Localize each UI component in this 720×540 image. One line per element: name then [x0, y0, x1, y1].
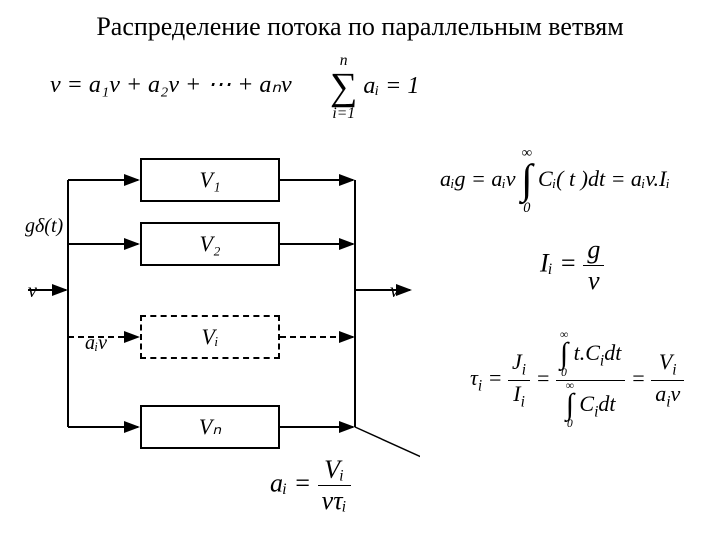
label-gdelta: gδ(t) — [25, 215, 63, 238]
int2-den-body: Cidt — [579, 391, 615, 416]
sigma-symbol: ∑ — [330, 70, 357, 105]
box-vn: Vₙ — [140, 405, 280, 449]
eq5-eq1: = — [536, 365, 556, 390]
int2-num-body: t.Cidt — [574, 340, 622, 365]
sigma-op: n ∑ i=1 — [330, 52, 357, 123]
eq5-eq2: = — [631, 365, 651, 390]
eq5-frac3-num: Vi — [651, 349, 684, 379]
eq-sigma: n ∑ i=1 aᵢ = 1 — [330, 52, 419, 123]
eq5-frac3: Vi aiv — [651, 349, 684, 411]
eq4-lhs: Iᵢ = — [540, 248, 577, 277]
eq-tau: τi = Ji Ii = ∞∫0 t.Cidt ∞∫0 Cidt = Vi ai… — [470, 330, 684, 431]
box-v1-label: V₁ — [199, 167, 220, 193]
box-vi-label: Vᵢ — [202, 324, 219, 350]
eq5-lhs: τi = — [470, 365, 508, 390]
eq1-text: v = a₁v + a₂v + ⋯ + aₙv — [50, 72, 292, 98]
eq5-frac1: Ji Ii — [508, 349, 530, 411]
eq5-frac3-den: aiv — [651, 380, 684, 411]
eq4-den: v — [583, 265, 604, 296]
eq4-frac: g v — [583, 235, 604, 296]
label-v-out: v — [390, 280, 399, 303]
eq3-pre: aᵢg = aᵢv — [440, 166, 516, 191]
eq5-frac1-den: Ii — [508, 380, 530, 411]
eq5-frac1-num: Ji — [508, 349, 530, 379]
sigma-lower: i=1 — [330, 105, 357, 123]
box-vn-label: Vₙ — [199, 414, 221, 440]
eq5-frac2-num: ∞∫0 t.Cidt — [556, 330, 625, 380]
block-diagram: V₁ V₂ Vᵢ Vₙ gδ(t) v aᵢv v — [20, 140, 420, 500]
int2-num: ∞∫0 — [560, 330, 568, 380]
eq5-frac2: ∞∫0 t.Cidt ∞∫0 Cidt — [556, 330, 625, 431]
box-v2: V₂ — [140, 222, 280, 266]
eq-integral-aig: aᵢg = aᵢv ∞ ∫ 0 Cᵢ( t )dt = aᵢv.Iᵢ — [440, 145, 670, 217]
page-title: Распределение потока по параллельным вет… — [0, 12, 720, 42]
sigma-body: aᵢ = 1 — [363, 73, 419, 99]
label-v-in: v — [28, 280, 37, 303]
box-v2-label: V₂ — [199, 231, 220, 257]
eq4-num: g — [583, 235, 604, 265]
box-v1: V₁ — [140, 158, 280, 202]
eq3-body: Cᵢ( t )dt = aᵢv.Iᵢ — [538, 166, 670, 191]
eq-Ii: Iᵢ = g v — [540, 235, 604, 296]
box-vi: Vᵢ — [140, 315, 280, 359]
label-aiv: aᵢv — [85, 332, 107, 355]
int2-den: ∞∫0 — [566, 381, 574, 431]
integral-op: ∞ ∫ 0 — [521, 145, 532, 217]
eq5-frac2-den: ∞∫0 Cidt — [556, 380, 625, 431]
eq-v-sum: v = a₁v + a₂v + ⋯ + aₙv — [50, 70, 292, 99]
int-symbol: ∫ — [521, 162, 532, 200]
